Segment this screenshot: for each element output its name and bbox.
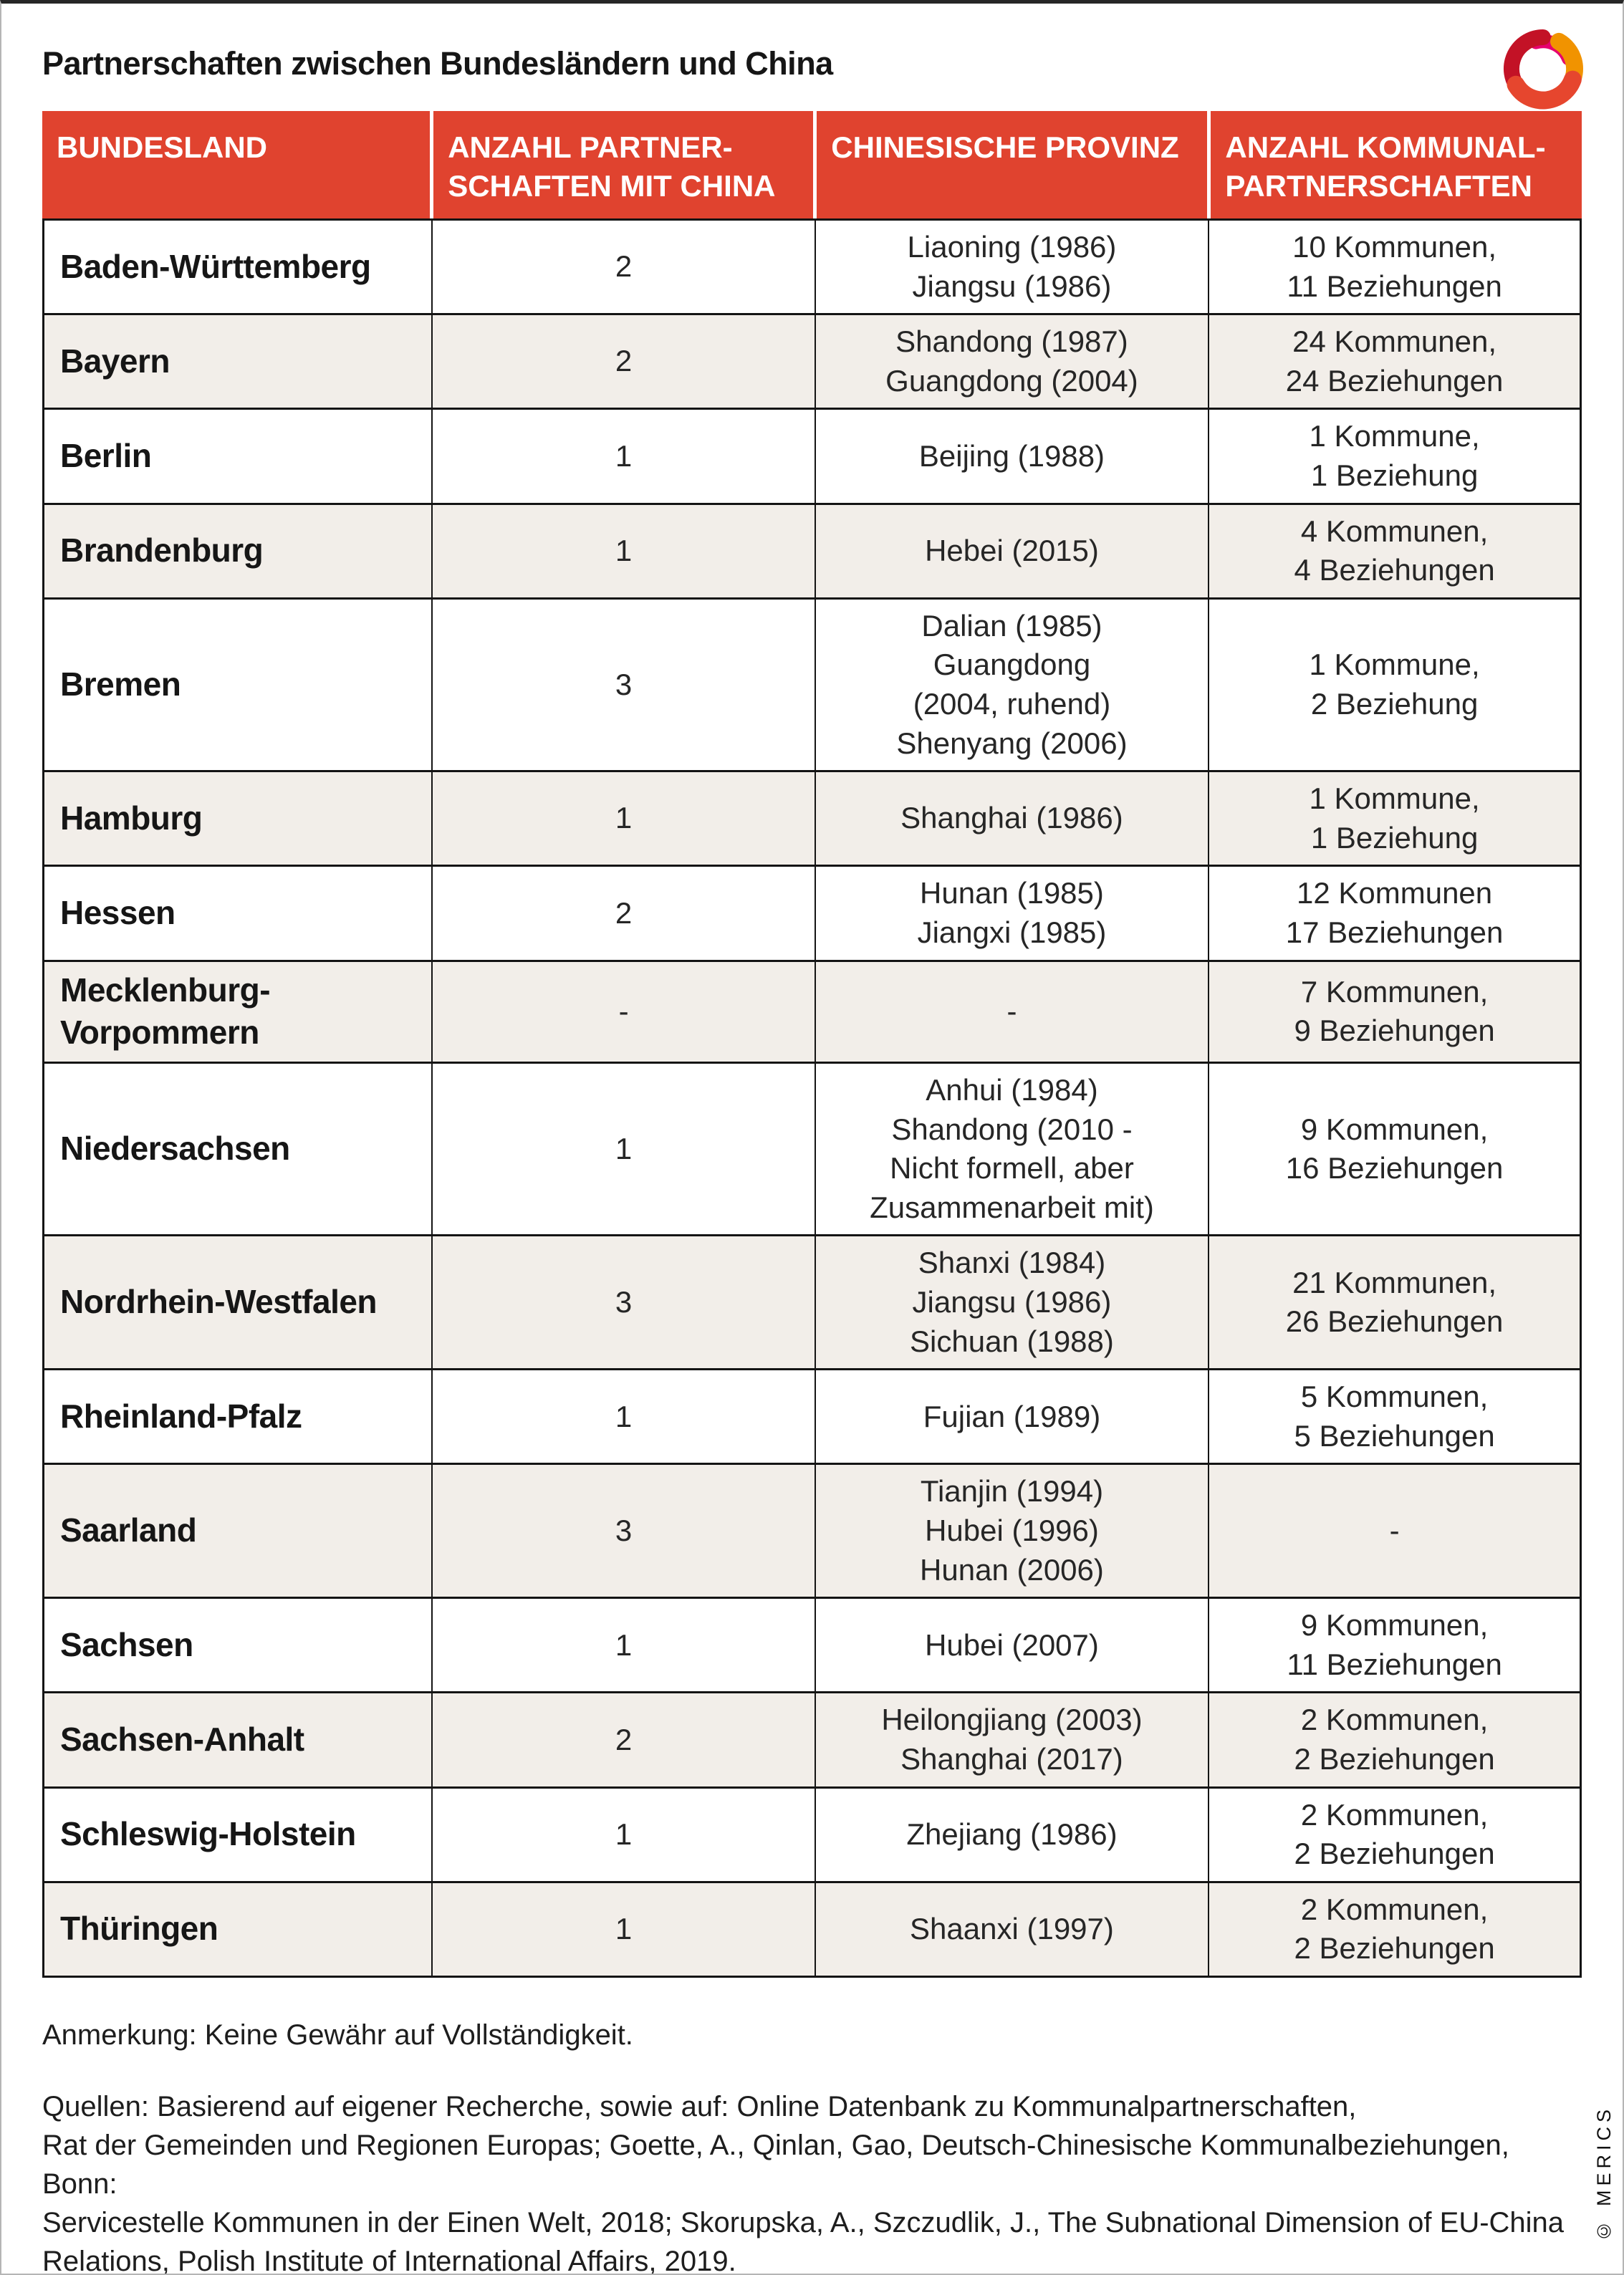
cell-anzahl-partnerschaften: 1 bbox=[431, 408, 816, 505]
col-header-anzahl-partnerschaften: ANZAHL PARTNER- SCHAFTEN MIT CHINA bbox=[430, 111, 815, 218]
sources: Quellen: Basierend auf eigener Recherche… bbox=[42, 2090, 1565, 2275]
cell-kommunalpartnerschaften: 9 Kommunen, 16 Beziehungen bbox=[1208, 1062, 1582, 1237]
cell-bundesland: Niedersachsen bbox=[42, 1062, 433, 1237]
cell-chinesische-provinz: Zhejiang (1986) bbox=[814, 1786, 1210, 1883]
table-row: Sachsen-Anhalt 2 Heilongjiang (2003) Sha… bbox=[42, 1691, 1582, 1789]
partnership-table-body: Baden-Württemberg 2 Liaoning (1986) Jian… bbox=[42, 218, 1582, 1978]
col-header-chinesische-provinz: CHINESISCHE PROVINZ bbox=[813, 111, 1209, 218]
cell-kommunalpartnerschaften: 2 Kommunen, 2 Beziehungen bbox=[1208, 1691, 1582, 1789]
cell-kommunalpartnerschaften: 24 Kommunen, 24 Beziehungen bbox=[1208, 313, 1582, 410]
cell-chinesische-provinz: - bbox=[814, 959, 1210, 1064]
cell-kommunalpartnerschaften: 5 Kommunen, 5 Beziehungen bbox=[1208, 1368, 1582, 1466]
cell-chinesische-provinz: Hunan (1985) Jiangxi (1985) bbox=[814, 865, 1210, 962]
cell-anzahl-partnerschaften: - bbox=[431, 959, 816, 1064]
table-row: Nordrhein-Westfalen 3 Shanxi (1984) Jian… bbox=[42, 1234, 1582, 1371]
cell-bundesland: Hessen bbox=[42, 865, 433, 962]
cell-anzahl-partnerschaften: 1 bbox=[431, 770, 816, 867]
cell-kommunalpartnerschaften: 10 Kommunen, 11 Beziehungen bbox=[1208, 218, 1582, 316]
table-row: Sachsen 1 Hubei (2007) 9 Kommunen, 11 Be… bbox=[42, 1597, 1582, 1694]
table-row: Hessen 2 Hunan (1985) Jiangxi (1985) 12 … bbox=[42, 865, 1582, 962]
header-row: BUNDESLAND ANZAHL PARTNER- SCHAFTEN MIT … bbox=[42, 111, 1582, 218]
cell-bundesland: Sachsen-Anhalt bbox=[42, 1691, 433, 1789]
cell-bundesland: Berlin bbox=[42, 408, 433, 505]
cell-chinesische-provinz: Shaanxi (1997) bbox=[814, 1880, 1210, 1978]
table-row: Mecklenburg- Vorpommern - - 7 Kommunen, … bbox=[42, 959, 1582, 1064]
partnership-table: Baden-Württemberg 2 Liaoning (1986) Jian… bbox=[42, 218, 1582, 1978]
cell-anzahl-partnerschaften: 2 bbox=[431, 1691, 816, 1789]
cell-kommunalpartnerschaften: 9 Kommunen, 11 Beziehungen bbox=[1208, 1597, 1582, 1694]
cell-kommunalpartnerschaften: 12 Kommunen 17 Beziehungen bbox=[1208, 865, 1582, 962]
cell-anzahl-partnerschaften: 1 bbox=[431, 1062, 816, 1237]
cell-bundesland: Bremen bbox=[42, 597, 433, 773]
table-header: BUNDESLAND ANZAHL PARTNER- SCHAFTEN MIT … bbox=[42, 111, 1582, 218]
cell-chinesische-provinz: Beijing (1988) bbox=[814, 408, 1210, 505]
cell-bundesland: Saarland bbox=[42, 1463, 433, 1600]
cell-bundesland: Hamburg bbox=[42, 770, 433, 867]
cell-anzahl-partnerschaften: 3 bbox=[431, 597, 816, 773]
cell-chinesische-provinz: Hubei (2007) bbox=[814, 1597, 1210, 1694]
merics-logo bbox=[1502, 28, 1584, 110]
cell-kommunalpartnerschaften: 2 Kommunen, 2 Beziehungen bbox=[1208, 1880, 1582, 1978]
cell-anzahl-partnerschaften: 1 bbox=[431, 502, 816, 600]
cell-kommunalpartnerschaften: 2 Kommunen, 2 Beziehungen bbox=[1208, 1786, 1582, 1883]
cell-anzahl-partnerschaften: 1 bbox=[431, 1786, 816, 1883]
cell-chinesische-provinz: Tianjin (1994) Hubei (1996) Hunan (2006) bbox=[814, 1463, 1210, 1600]
cell-chinesische-provinz: Liaoning (1986) Jiangsu (1986) bbox=[814, 218, 1210, 316]
table-row: Bayern 2 Shandong (1987) Guangdong (2004… bbox=[42, 313, 1582, 410]
col-header-bundesland: BUNDESLAND bbox=[42, 111, 432, 218]
cell-chinesische-provinz: Anhui (1984) Shandong (2010 - Nicht form… bbox=[814, 1062, 1210, 1237]
copyright: © MERICS bbox=[1593, 2105, 1615, 2242]
cell-kommunalpartnerschaften: 21 Kommunen, 26 Beziehungen bbox=[1208, 1234, 1582, 1371]
cell-chinesische-provinz: Hebei (2015) bbox=[814, 502, 1210, 600]
table-row: Schleswig-Holstein 1 Zhejiang (1986) 2 K… bbox=[42, 1786, 1582, 1883]
cell-bundesland: Schleswig-Holstein bbox=[42, 1786, 433, 1883]
cell-bundesland: Thüringen bbox=[42, 1880, 433, 1978]
cell-kommunalpartnerschaften: 1 Kommune, 1 Beziehung bbox=[1208, 408, 1582, 505]
table-row: Rheinland-Pfalz 1 Fujian (1989) 5 Kommun… bbox=[42, 1368, 1582, 1466]
cell-kommunalpartnerschaften: 1 Kommune, 2 Beziehung bbox=[1208, 597, 1582, 773]
cell-bundesland: Rheinland-Pfalz bbox=[42, 1368, 433, 1466]
cell-chinesische-provinz: Heilongjiang (2003) Shanghai (2017) bbox=[814, 1691, 1210, 1789]
cell-bundesland: Sachsen bbox=[42, 1597, 433, 1694]
logo-red-arc bbox=[1502, 28, 1584, 110]
cell-anzahl-partnerschaften: 1 bbox=[431, 1368, 816, 1466]
cell-bundesland: Brandenburg bbox=[42, 502, 433, 600]
cell-chinesische-provinz: Fujian (1989) bbox=[814, 1368, 1210, 1466]
cell-kommunalpartnerschaften: 1 Kommune, 1 Beziehung bbox=[1208, 770, 1582, 867]
cell-chinesische-provinz: Shanxi (1984) Jiangsu (1986) Sichuan (19… bbox=[814, 1234, 1210, 1371]
table-row: Niedersachsen 1 Anhui (1984) Shandong (2… bbox=[42, 1062, 1582, 1237]
table-row: Baden-Württemberg 2 Liaoning (1986) Jian… bbox=[42, 218, 1582, 316]
cell-bundesland: Nordrhein-Westfalen bbox=[42, 1234, 433, 1371]
cell-anzahl-partnerschaften: 3 bbox=[431, 1234, 816, 1371]
cell-anzahl-partnerschaften: 1 bbox=[431, 1880, 816, 1978]
table-row: Bremen 3 Dalian (1985) Guangdong (2004, … bbox=[42, 597, 1582, 773]
cell-anzahl-partnerschaften: 1 bbox=[431, 1597, 816, 1694]
cell-bundesland: Bayern bbox=[42, 313, 433, 410]
cell-bundesland: Baden-Württemberg bbox=[42, 218, 433, 316]
cell-anzahl-partnerschaften: 3 bbox=[431, 1463, 816, 1600]
cell-chinesische-provinz: Dalian (1985) Guangdong (2004, ruhend) S… bbox=[814, 597, 1210, 773]
table-row: Saarland 3 Tianjin (1994) Hubei (1996) H… bbox=[42, 1463, 1582, 1600]
cell-anzahl-partnerschaften: 2 bbox=[431, 313, 816, 410]
table-row: Berlin 1 Beijing (1988) 1 Kommune, 1 Bez… bbox=[42, 408, 1582, 505]
cell-anzahl-partnerschaften: 2 bbox=[431, 218, 816, 316]
cell-chinesische-provinz: Shandong (1987) Guangdong (2004) bbox=[814, 313, 1210, 410]
cell-kommunalpartnerschaften: 4 Kommunen, 4 Beziehungen bbox=[1208, 502, 1582, 600]
cell-kommunalpartnerschaften: - bbox=[1208, 1463, 1582, 1600]
cell-anzahl-partnerschaften: 2 bbox=[431, 865, 816, 962]
page-title: Partnerschaften zwischen Bundesländern u… bbox=[42, 45, 833, 82]
note: Anmerkung: Keine Gewähr auf Vollständigk… bbox=[42, 2019, 633, 2051]
table-row: Hamburg 1 Shanghai (1986) 1 Kommune, 1 B… bbox=[42, 770, 1582, 867]
table-row: Brandenburg 1 Hebei (2015) 4 Kommunen, 4… bbox=[42, 502, 1582, 600]
cell-kommunalpartnerschaften: 7 Kommunen, 9 Beziehungen bbox=[1208, 959, 1582, 1064]
col-header-kommunalpartnerschaften: ANZAHL KOMMUNAL- PARTNERSCHAFTEN bbox=[1207, 111, 1582, 218]
cell-chinesische-provinz: Shanghai (1986) bbox=[814, 770, 1210, 867]
table-row: Thüringen 1 Shaanxi (1997) 2 Kommunen, 2… bbox=[42, 1880, 1582, 1978]
cell-bundesland: Mecklenburg- Vorpommern bbox=[42, 959, 433, 1064]
